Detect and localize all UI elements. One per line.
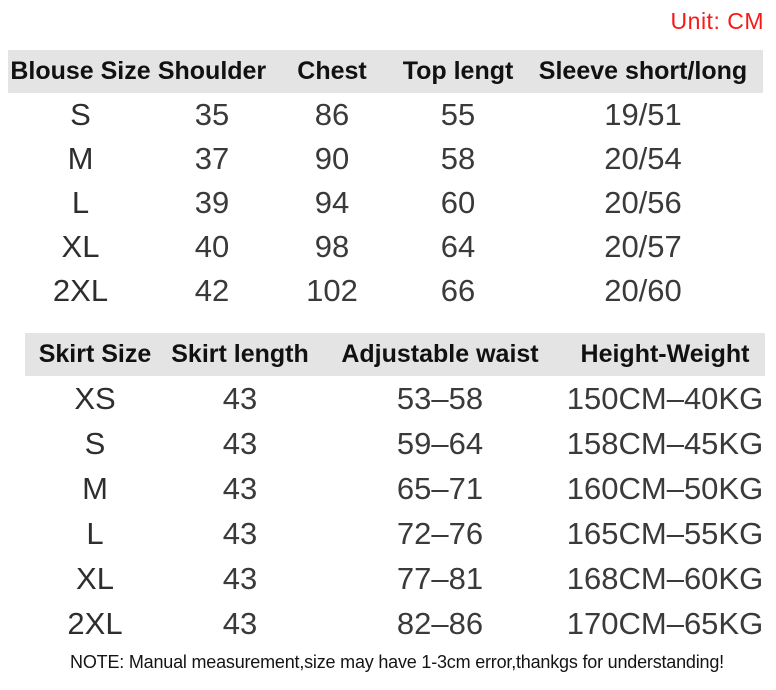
skirt-col-header-size: Skirt Size — [38, 340, 152, 368]
sleeve-value: 20/60 — [604, 273, 682, 308]
waist-range-value: 72–76 — [396, 515, 484, 551]
blouse-col-header-size: Blouse Size — [10, 57, 151, 85]
skirt-length-value: 43 — [222, 470, 258, 506]
chest-value: 98 — [314, 229, 350, 264]
size-label: M — [82, 470, 108, 506]
size-label: S — [70, 97, 91, 132]
table-row: XS 43 53–58 150CM–40KG — [25, 376, 765, 421]
shoulder-value: 37 — [194, 141, 230, 176]
skirt-length-value: 43 — [222, 515, 258, 551]
size-label: S — [84, 425, 106, 461]
size-label: XL — [76, 560, 114, 596]
top-length-value: 58 — [440, 141, 476, 176]
blouse-col-header-sleeve: Sleeve short/long — [538, 57, 748, 85]
sleeve-value: 20/57 — [604, 229, 682, 264]
skirt-size-table: Skirt Size Skirt length Adjustable waist… — [25, 333, 765, 646]
blouse-col-header-top-length: Top lengt — [402, 57, 514, 85]
skirt-col-header-waist: Adjustable waist — [341, 340, 539, 368]
size-label: XL — [61, 229, 100, 264]
table-row: S 35 86 55 19/51 — [8, 93, 763, 137]
waist-range-value: 53–58 — [396, 380, 484, 416]
sleeve-value: 20/54 — [604, 141, 682, 176]
skirt-length-value: 43 — [222, 605, 258, 641]
size-label: L — [71, 185, 90, 220]
note-text: NOTE: Manual measurement,size may have 1… — [70, 652, 724, 672]
waist-range-value: 59–64 — [396, 425, 484, 461]
size-label: M — [67, 141, 94, 176]
skirt-col-header-length: Skirt length — [171, 340, 309, 368]
table-row: 2XL 42 102 66 20/60 — [8, 269, 763, 313]
size-chart-page: Unit: CM Blouse Size Shoulder Chest Top … — [0, 0, 776, 672]
shoulder-value: 42 — [194, 273, 230, 308]
sleeve-value: 20/56 — [604, 185, 682, 220]
table-row: L 39 94 60 20/56 — [8, 181, 763, 225]
height-weight-value: 160CM–50KG — [566, 470, 764, 506]
height-weight-value: 168CM–60KG — [566, 560, 764, 596]
top-length-value: 64 — [440, 229, 476, 264]
chest-value: 102 — [306, 273, 358, 308]
shoulder-value: 40 — [194, 229, 230, 264]
skirt-length-value: 43 — [222, 560, 258, 596]
chest-value: 94 — [314, 185, 350, 220]
waist-range-value: 82–86 — [396, 605, 484, 641]
top-length-value: 55 — [440, 97, 476, 132]
unit-label: Unit: CM — [670, 8, 764, 34]
waist-range-value: 65–71 — [396, 470, 484, 506]
table-row: M 37 90 58 20/54 — [8, 137, 763, 181]
top-length-value: 60 — [440, 185, 476, 220]
waist-range-value: 77–81 — [396, 560, 484, 596]
size-label: 2XL — [67, 605, 123, 641]
shoulder-value: 39 — [194, 185, 230, 220]
skirt-length-value: 43 — [222, 380, 258, 416]
sleeve-value: 19/51 — [604, 97, 682, 132]
height-weight-value: 158CM–45KG — [566, 425, 764, 461]
table-row: L 43 72–76 165CM–55KG — [25, 511, 765, 556]
size-label: XS — [74, 380, 116, 416]
skirt-col-header-height-weight: Height-Weight — [580, 340, 750, 368]
blouse-col-header-shoulder: Shoulder — [157, 57, 267, 85]
blouse-header-row: Blouse Size Shoulder Chest Top lengt Sle… — [8, 50, 763, 93]
chest-value: 90 — [314, 141, 350, 176]
blouse-size-table: Blouse Size Shoulder Chest Top lengt Sle… — [8, 50, 763, 313]
blouse-col-header-chest: Chest — [297, 57, 367, 85]
table-row: XL 43 77–81 168CM–60KG — [25, 556, 765, 601]
unit-row: Unit: CM — [0, 0, 776, 50]
size-label: 2XL — [52, 273, 109, 308]
skirt-header-row: Skirt Size Skirt length Adjustable waist… — [25, 333, 765, 376]
height-weight-value: 150CM–40KG — [566, 380, 764, 416]
height-weight-value: 170CM–65KG — [566, 605, 764, 641]
chest-value: 86 — [314, 97, 350, 132]
table-row: S 43 59–64 158CM–45KG — [25, 421, 765, 466]
table-row: 2XL 43 82–86 170CM–65KG — [25, 601, 765, 646]
top-length-value: 66 — [440, 273, 476, 308]
table-row: XL 40 98 64 20/57 — [8, 225, 763, 269]
table-row: M 43 65–71 160CM–50KG — [25, 466, 765, 511]
height-weight-value: 165CM–55KG — [566, 515, 764, 551]
skirt-length-value: 43 — [222, 425, 258, 461]
size-label: L — [86, 515, 104, 551]
shoulder-value: 35 — [194, 97, 230, 132]
